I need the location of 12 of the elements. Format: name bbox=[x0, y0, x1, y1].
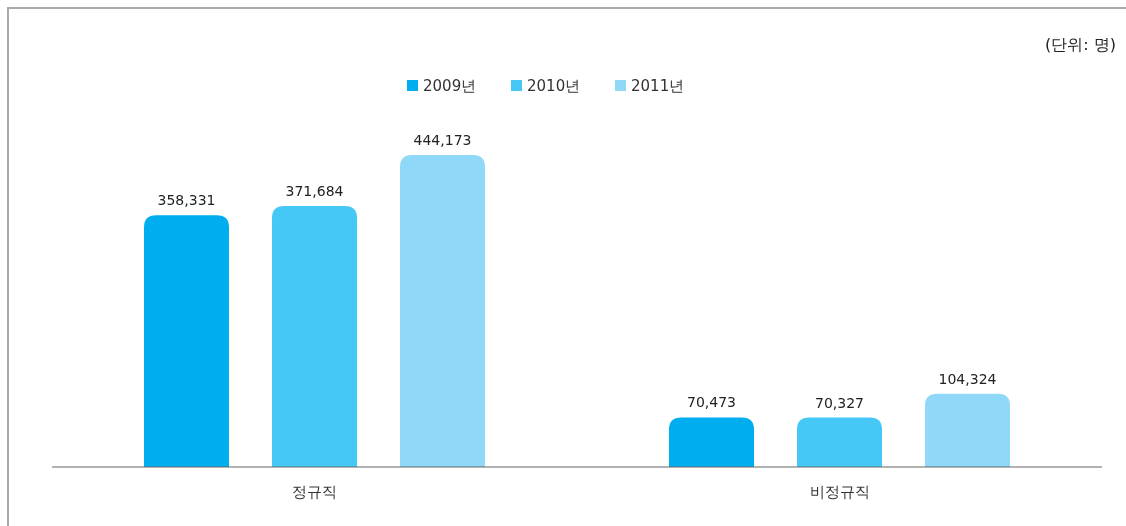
x-tick-label: 비정규직 bbox=[809, 483, 870, 501]
data-label: 371,684 bbox=[285, 182, 344, 199]
data-label: 444,173 bbox=[413, 132, 472, 148]
legend-label: 2009년 bbox=[423, 77, 477, 95]
data-label: 70,327 bbox=[815, 394, 864, 411]
data-label: 104,324 bbox=[938, 370, 997, 387]
data-label: 358,331 bbox=[157, 192, 216, 209]
legend-label: 2011년 bbox=[631, 77, 685, 95]
data-label: 70,473 bbox=[687, 394, 736, 411]
text: (단위: 명) bbox=[1045, 35, 1116, 54]
legend-label: 2010년 bbox=[527, 77, 581, 95]
x-tick-label: 정규직 bbox=[292, 483, 337, 501]
